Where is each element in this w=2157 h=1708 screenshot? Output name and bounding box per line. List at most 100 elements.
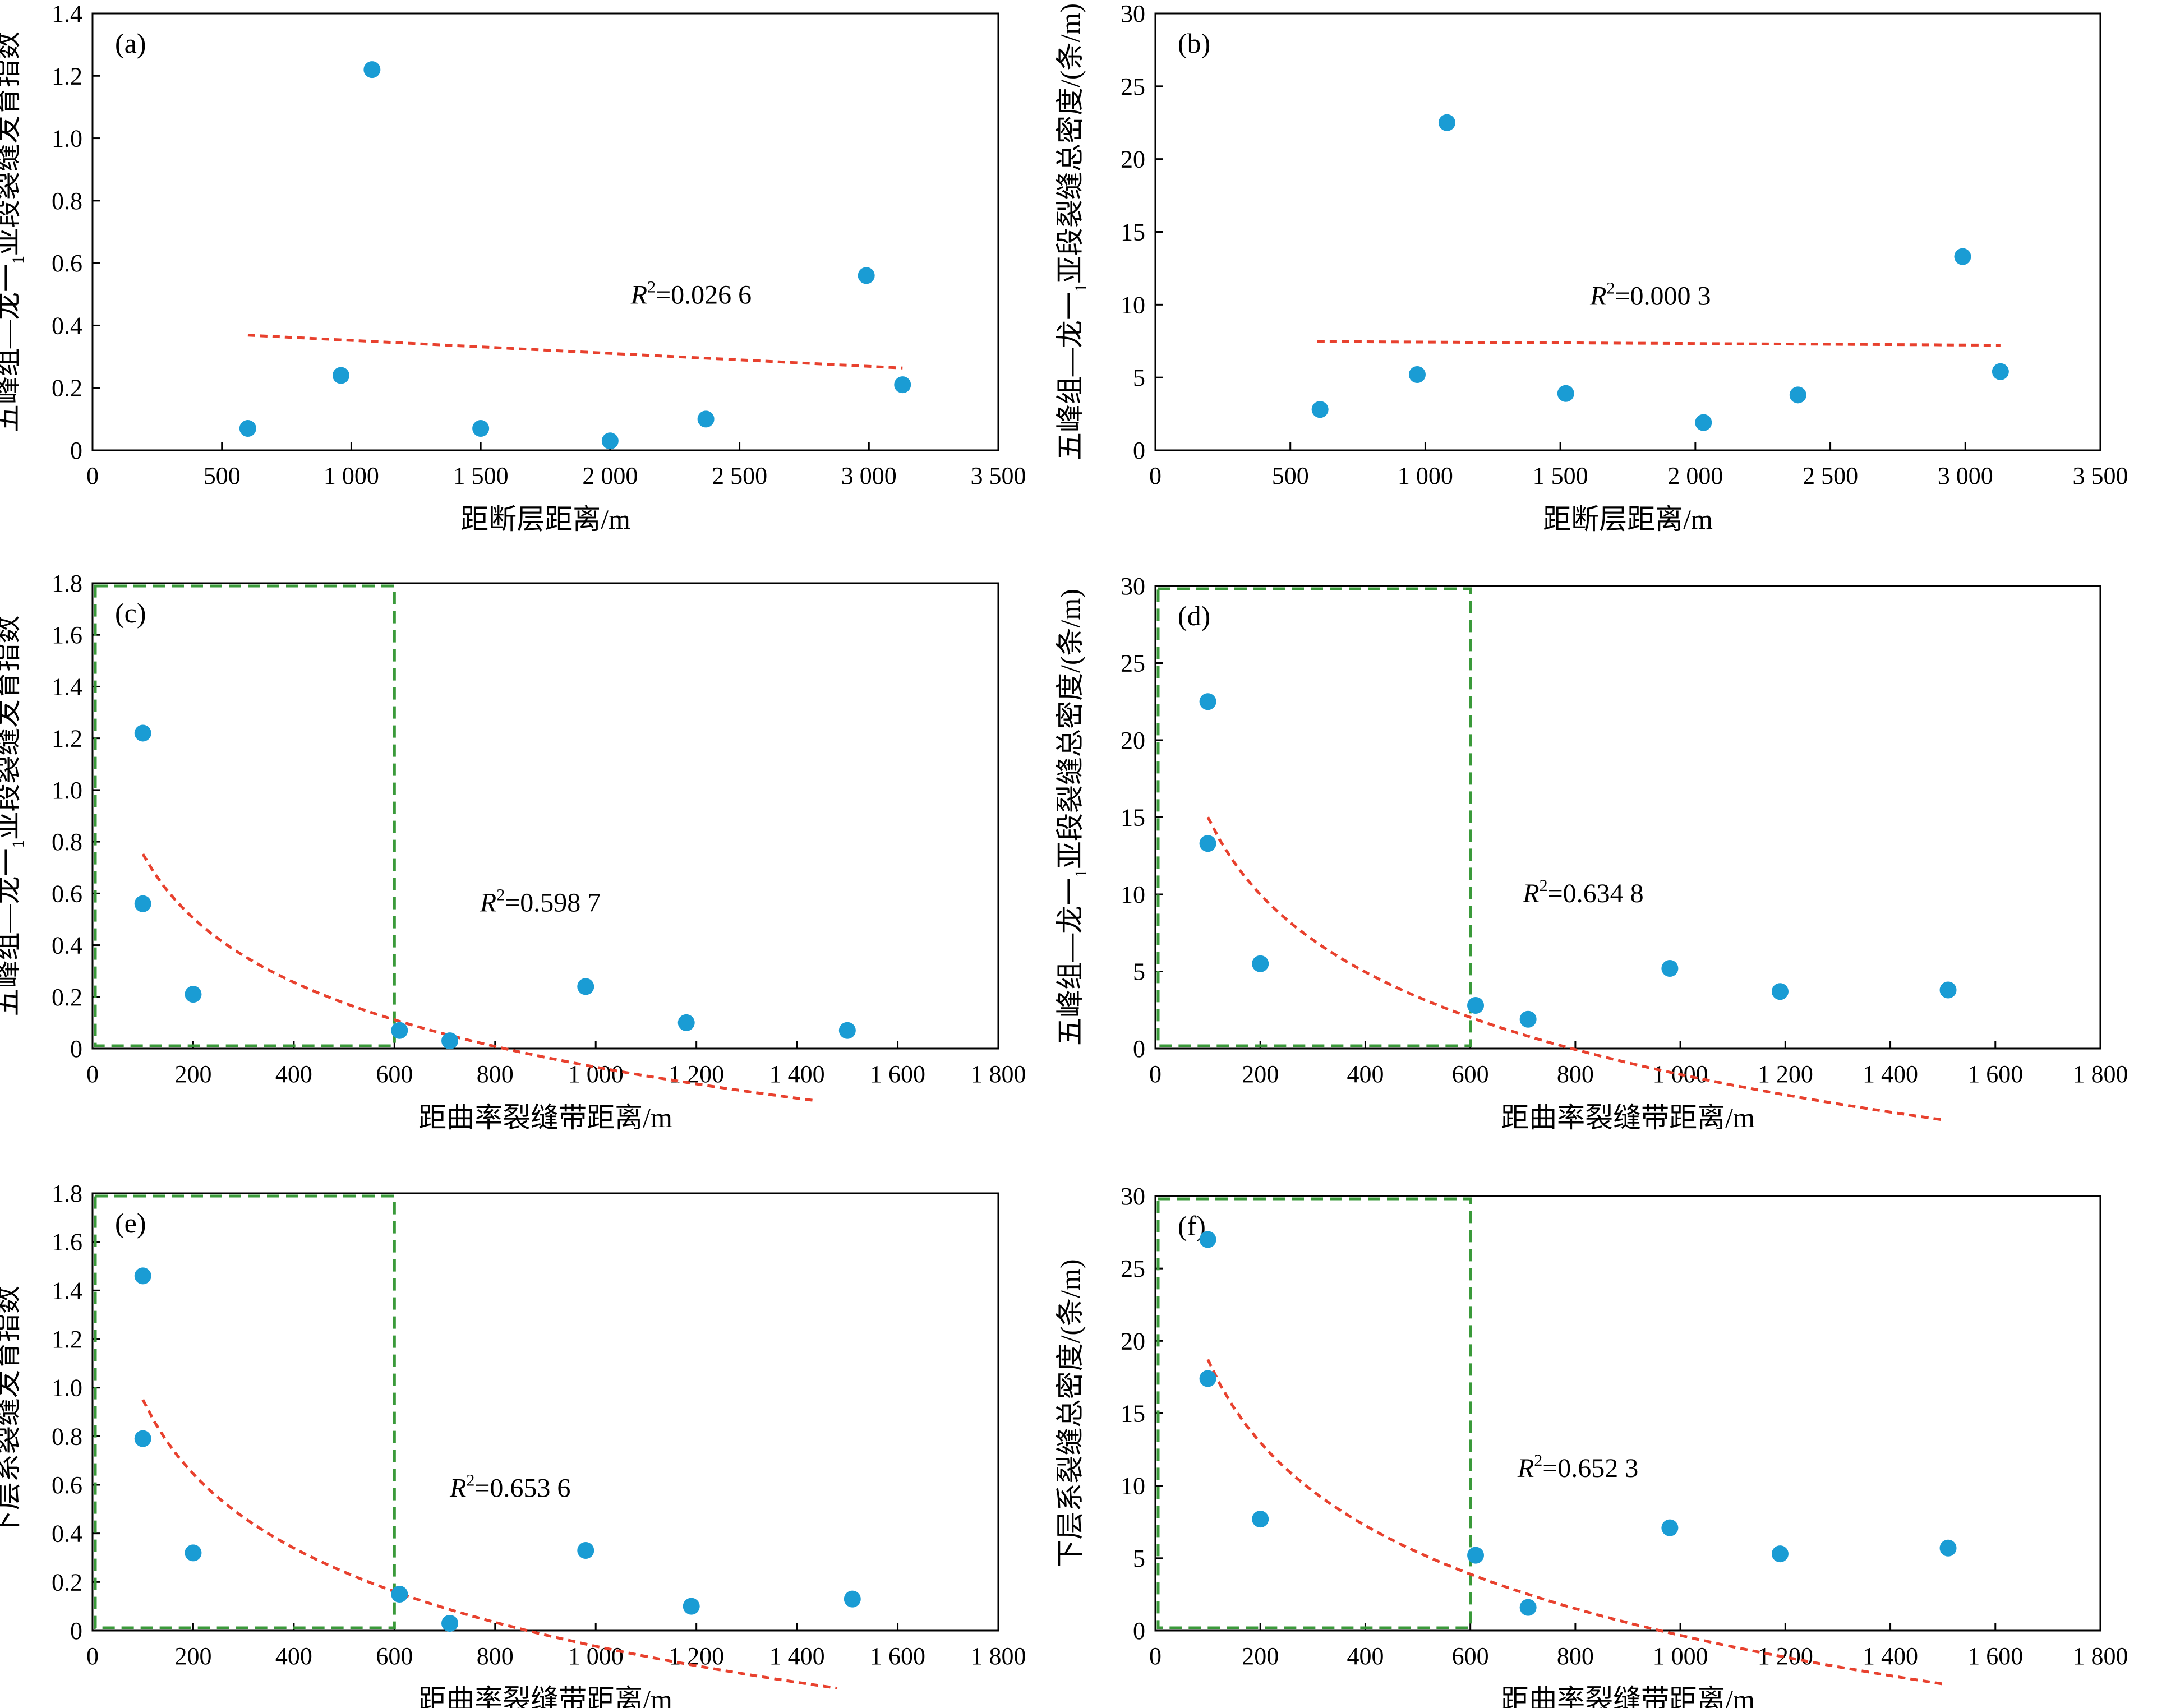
- panel-label: (b): [1178, 27, 1210, 59]
- y-axis-label-part: 五峰组—龙一: [0, 848, 23, 1017]
- y-tick-label: 0.4: [52, 932, 82, 959]
- data-point: [441, 1615, 459, 1632]
- y-tick-label: 1.2: [52, 62, 82, 90]
- panel-label: (a): [115, 27, 146, 59]
- plot-frame: [91, 582, 999, 1050]
- data-point: [1438, 114, 1455, 131]
- x-tick-label: 200: [174, 1060, 211, 1088]
- y-tick-label: 1.0: [52, 125, 82, 153]
- y-tick-label: 1.0: [52, 1374, 82, 1402]
- x-tick-label: 1 200: [669, 1642, 724, 1670]
- y-axis-label-subscript: 1: [9, 840, 27, 848]
- y-tick-label: 5: [1133, 1545, 1145, 1572]
- y-tick-label: 1.6: [52, 1229, 82, 1256]
- x-axis-label: 距曲率裂缝带距离/m: [1501, 1684, 1755, 1708]
- r-squared-superscript: 2: [496, 886, 505, 904]
- y-tick-label: 10: [1121, 291, 1145, 318]
- y-tick-label: 1.6: [52, 621, 82, 649]
- x-tick-label: 600: [376, 1642, 413, 1670]
- data-point: [1199, 693, 1216, 710]
- data-point: [844, 1590, 861, 1608]
- y-axis-label-part: 五峰组—龙一: [1054, 292, 1086, 460]
- y-tick-label: 0: [1133, 1035, 1145, 1063]
- chart-panel-c: 0 200 400 600 800 1 000 1 200 1 400 1 600 1 80000…: [0, 570, 1026, 1133]
- r-squared-superscript: 2: [1540, 876, 1548, 895]
- data-point: [697, 410, 715, 428]
- y-tick-label: 1.8: [52, 1180, 82, 1207]
- x-tick-label: 1 600: [1967, 1642, 2023, 1670]
- y-axis-label: 五峰组—龙一1亚段裂缝发育指数: [0, 616, 27, 1017]
- data-point: [1199, 1370, 1216, 1387]
- data-point: [391, 1022, 408, 1039]
- y-tick-label: 1.2: [52, 1326, 82, 1353]
- x-tick-label: 1 600: [870, 1642, 925, 1670]
- x-tick-label: 600: [376, 1060, 413, 1088]
- data-point: [1557, 385, 1574, 402]
- chart-panel-e: 0 200 400 600 800 1 000 1 200 1 400 1 600 1 80000…: [0, 1180, 1026, 1708]
- y-tick-label: 0: [70, 437, 82, 464]
- x-tick-label: 1 400: [1863, 1060, 1918, 1088]
- r-squared-value: =0.000 3: [1615, 281, 1711, 311]
- y-axis-label-part: 亚段裂缝发育指数: [0, 31, 23, 256]
- trend-line: [141, 853, 818, 1102]
- y-axis-label: 下层系裂缝发育指数: [0, 1286, 23, 1538]
- data-point: [577, 978, 594, 995]
- y-tick-label: 0: [1133, 437, 1145, 464]
- panel-label: (e): [115, 1207, 146, 1239]
- x-tick-label: 400: [275, 1642, 312, 1670]
- r-squared-superscript: 2: [466, 1471, 474, 1490]
- data-point: [185, 1544, 202, 1562]
- data-point: [472, 420, 490, 437]
- x-tick-label: 1 800: [971, 1642, 1026, 1670]
- y-axis-label: 五峰组—龙一1亚段裂缝发育指数: [0, 31, 27, 432]
- x-tick-label: 1 400: [769, 1060, 825, 1088]
- x-axis-label: 距曲率裂缝带距离/m: [1501, 1102, 1755, 1133]
- y-tick-label: 25: [1121, 650, 1145, 677]
- y-tick-label: 1.8: [52, 570, 82, 597]
- x-axis-label: 距断层距离/m: [460, 504, 630, 535]
- x-tick-label: 1 200: [1758, 1060, 1813, 1088]
- x-tick-label: 200: [1242, 1060, 1279, 1088]
- y-tick-label: 0: [70, 1617, 82, 1645]
- y-tick-label: 20: [1121, 1327, 1145, 1355]
- r-squared-value: =0.598 7: [505, 888, 601, 918]
- y-axis-label-subscript: 1: [1072, 869, 1090, 878]
- y-tick-label: 0: [70, 1035, 82, 1063]
- y-tick-label: 1.4: [52, 673, 82, 700]
- panel-label: (d): [1178, 600, 1210, 631]
- y-tick-label: 0.6: [52, 880, 82, 907]
- y-axis-label-part: 五峰组—龙一: [0, 264, 23, 432]
- y-axis-label-part: 亚段裂缝发育指数: [0, 616, 23, 840]
- x-tick-label: 2 500: [712, 462, 767, 490]
- data-point: [677, 1014, 695, 1031]
- trend-line: [1317, 340, 2001, 347]
- x-tick-label: 3 000: [1938, 462, 1993, 490]
- plot-frame: [91, 1192, 999, 1632]
- x-tick-label: 1 600: [1967, 1060, 2023, 1088]
- y-tick-label: 0.2: [52, 1568, 82, 1596]
- x-tick-label: 3 500: [2073, 462, 2128, 490]
- x-tick-label: 1 800: [2073, 1642, 2128, 1670]
- y-tick-label: 0.2: [52, 984, 82, 1011]
- y-axis-label-part: 下层系裂缝总密度/(条/m): [1054, 1259, 1086, 1568]
- x-tick-label: 1 000: [1398, 462, 1453, 490]
- data-point: [894, 376, 911, 394]
- r-squared-symbol: R: [1589, 281, 1606, 311]
- y-tick-label: 1.4: [52, 0, 82, 27]
- y-tick-label: 20: [1121, 146, 1145, 173]
- y-tick-label: 0.8: [52, 828, 82, 856]
- x-tick-label: 0: [86, 1060, 99, 1088]
- r-squared-label: R2=0.598 7: [480, 886, 601, 918]
- y-tick-label: 0: [1133, 1617, 1145, 1645]
- y-tick-label: 0.6: [52, 1471, 82, 1499]
- y-axis-label-subscript: 1: [1072, 284, 1090, 292]
- r-squared-superscript: 2: [1606, 279, 1615, 297]
- data-point: [601, 432, 619, 450]
- x-tick-label: 3 000: [841, 462, 897, 490]
- x-tick-label: 500: [1272, 462, 1309, 490]
- y-tick-label: 0.6: [52, 250, 82, 277]
- y-tick-label: 0.2: [52, 375, 82, 402]
- r-squared-symbol: R: [480, 888, 496, 918]
- x-tick-label: 1 800: [2073, 1060, 2128, 1088]
- r-squared-symbol: R: [449, 1474, 466, 1503]
